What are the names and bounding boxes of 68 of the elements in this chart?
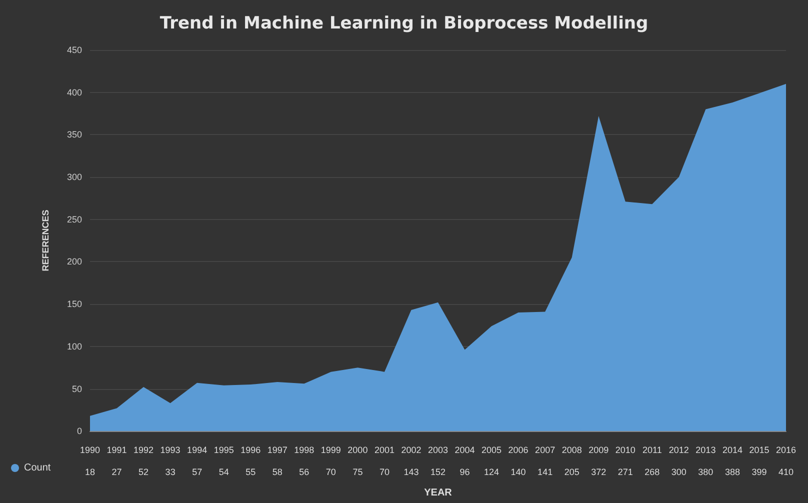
data-label: 57 [192,467,202,478]
data-label: 300 [671,467,686,478]
data-label: 33 [165,467,176,478]
legend-label: Count [24,462,51,474]
y-tick-label: 150 [66,299,82,310]
x-tick-label: 2009 [588,445,609,456]
x-axis-title: YEAR [424,488,453,498]
data-label: 75 [352,467,363,478]
x-tick-label: 2007 [535,445,556,456]
data-label: 55 [246,467,256,478]
data-label: 410 [778,467,794,478]
data-label: 56 [299,467,310,478]
x-tick-label: 1995 [214,445,234,456]
data-label: 268 [644,467,660,478]
y-tick-label: 50 [72,384,82,394]
x-tick-label: 1998 [294,445,314,456]
x-tick-label: 1992 [134,445,154,456]
data-label: 140 [510,467,526,478]
data-label: 124 [484,467,500,478]
x-tick-label: 2005 [482,445,502,456]
data-label: 70 [379,467,390,478]
data-label: 52 [138,467,149,478]
x-tick-label: 1990 [80,445,100,456]
y-tick-label: 0 [76,426,82,436]
y-tick-label: 350 [66,130,82,140]
data-label: 143 [404,467,419,478]
y-tick-label: 450 [66,45,82,55]
y-tick-label: 300 [66,172,82,182]
x-tick-label: 2008 [562,445,582,456]
data-label: 205 [564,467,580,478]
x-tick-label: 2003 [428,445,448,456]
data-label: 58 [272,467,282,478]
x-tick-label: 2004 [454,445,475,456]
data-label: 27 [112,467,122,478]
y-tick-label: 250 [66,214,82,224]
data-label: 372 [591,467,606,478]
x-tick-label: 2001 [374,445,394,456]
x-tick-label: 2002 [401,445,422,456]
x-tick-label: 1997 [267,445,288,456]
x-tick-label: 2006 [508,445,528,456]
y-axis-title: REFERENCES [40,210,50,272]
data-label: 388 [724,467,740,478]
x-tick-label: 1993 [160,445,180,456]
data-label: 399 [752,467,767,478]
data-label: 152 [430,467,446,478]
x-tick-label: 2011 [642,445,662,456]
data-label: 70 [326,467,336,478]
x-tick-label: 2014 [722,445,742,456]
x-tick-label: 2012 [668,445,689,456]
x-tick-label: 1991 [106,445,127,456]
data-label: 96 [460,467,470,478]
data-label: 54 [218,467,229,478]
data-label: 141 [538,467,553,478]
y-tick-label: 400 [66,87,82,98]
x-tick-label: 2015 [749,445,770,456]
x-tick-label: 2016 [776,445,796,456]
data-label: 271 [618,467,633,478]
data-label: 18 [84,467,96,478]
x-tick-label: 1994 [187,445,208,456]
chart-title: Trend in Machine Learning in Bioprocess Modelling [160,14,648,34]
x-tick-label: 2010 [615,445,636,456]
x-tick-label: 2000 [348,445,368,456]
y-tick-label: 100 [66,341,82,352]
x-tick-label: 1996 [240,445,261,456]
data-label: 380 [698,467,714,478]
x-tick-label: 2013 [696,445,716,456]
y-tick-label: 200 [66,256,82,267]
x-tick-label: 1999 [320,445,341,456]
